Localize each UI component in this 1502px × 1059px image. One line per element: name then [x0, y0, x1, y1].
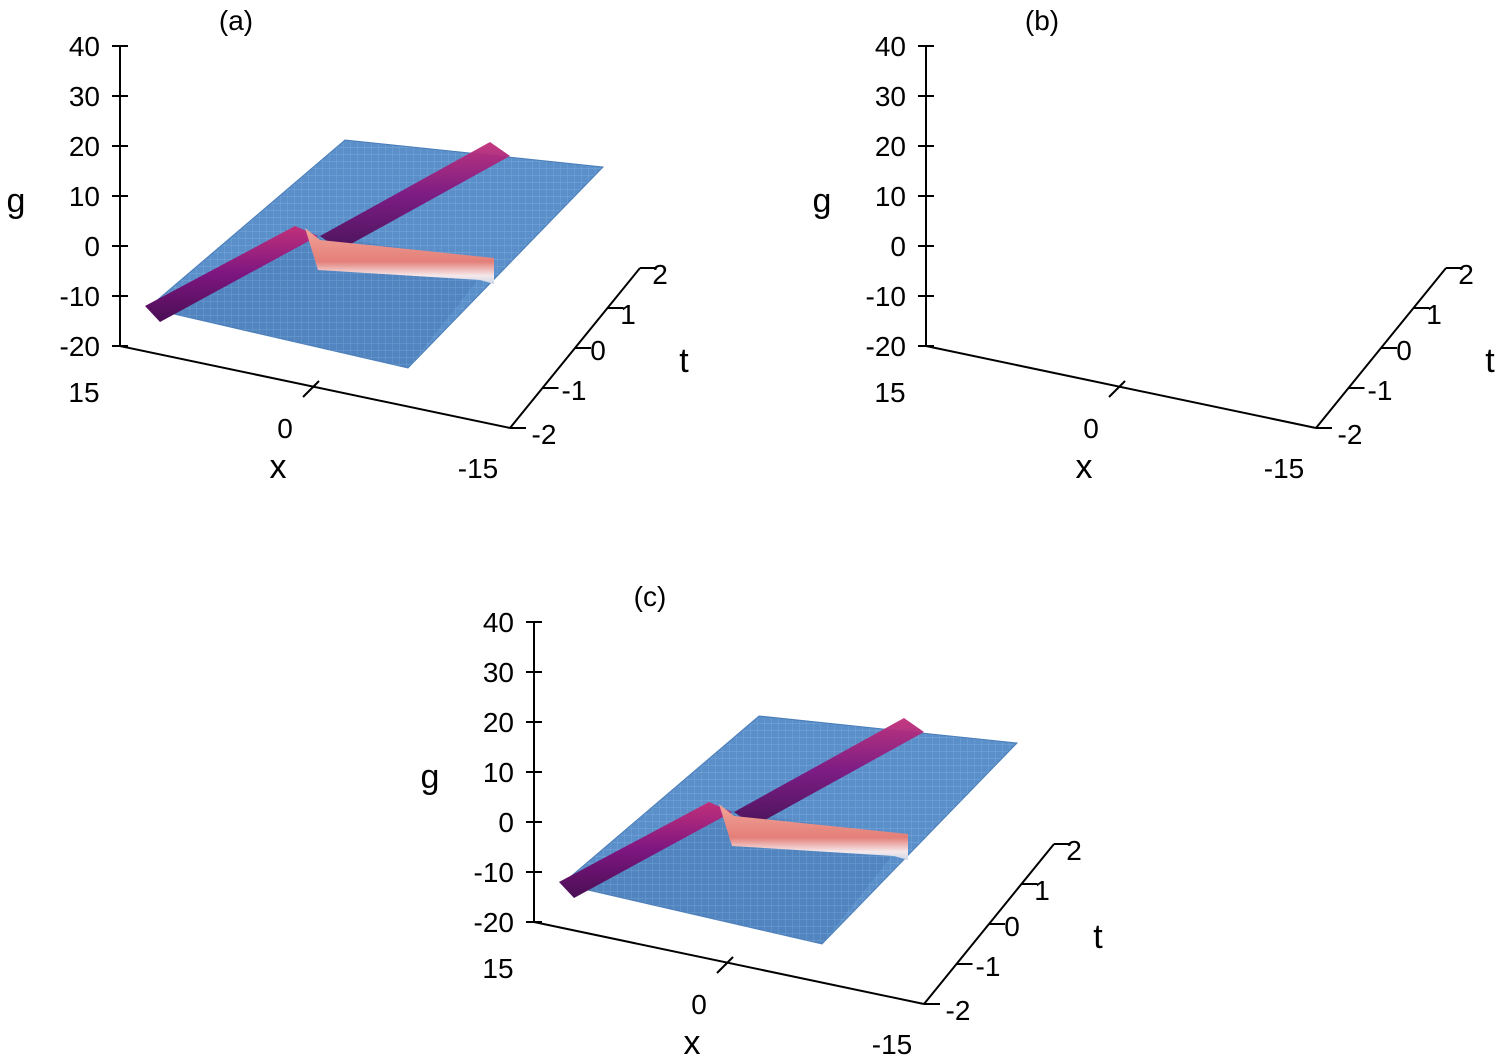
x-tick — [1108, 380, 1126, 398]
z-tick-label: -20 — [60, 331, 100, 362]
panel-label: (b) — [1025, 5, 1059, 36]
x-axis-title: x — [684, 1024, 701, 1059]
z-tick-label: 40 — [483, 607, 514, 638]
x-tick-label: -15 — [872, 1029, 912, 1059]
x-tick-label: -15 — [1264, 453, 1304, 484]
x-axis-title: x — [270, 448, 287, 486]
x-tick-label: 0 — [691, 989, 707, 1020]
x-axis — [925, 345, 1317, 429]
t-tick-label: 1 — [620, 299, 636, 330]
x-axis — [533, 921, 925, 1005]
z-tick-label: -10 — [866, 281, 906, 312]
z-tick-label: 30 — [483, 657, 514, 688]
t-tick-label: -1 — [562, 375, 587, 406]
t-tick-label: -2 — [532, 419, 557, 450]
t-tick-label: 0 — [1004, 911, 1020, 942]
z-tick-label: 40 — [69, 31, 100, 62]
z-tick-label: 20 — [483, 707, 514, 738]
soliton-left — [559, 802, 732, 898]
t-tick-label: -2 — [946, 995, 971, 1026]
soliton-right — [734, 718, 924, 826]
ridge-wall — [305, 228, 494, 284]
x-axis-title: x — [1076, 448, 1093, 486]
x-tick-label: 15 — [68, 377, 99, 408]
z-tick-label: -20 — [474, 907, 514, 938]
t-axis-title: t — [1485, 342, 1495, 380]
z-tick-label: 10 — [69, 181, 100, 212]
t-tick-label: 0 — [1396, 335, 1412, 366]
x-tick — [302, 380, 320, 398]
x-tick-label: -15 — [458, 453, 498, 484]
t-tick-label: 2 — [1458, 259, 1474, 290]
z-axis-title: g — [421, 758, 440, 796]
t-tick-label: 0 — [590, 335, 606, 366]
t-tick-label: 2 — [1066, 835, 1082, 866]
z-tick-label: 0 — [890, 231, 906, 262]
z-tick-label: 20 — [69, 131, 100, 162]
t-tick-label: 1 — [1426, 299, 1442, 330]
surface-plot — [559, 715, 1019, 945]
z-tick-label: 0 — [498, 807, 514, 838]
soliton-left — [145, 226, 318, 322]
panel-label: (a) — [219, 5, 253, 36]
soliton-right — [320, 142, 510, 250]
z-tick-label: 0 — [84, 231, 100, 262]
z-tick-label: 10 — [483, 757, 514, 788]
z-axis-title: g — [813, 182, 832, 220]
t-tick-label: -2 — [1338, 419, 1363, 450]
surface-plot — [145, 139, 605, 369]
z-tick-label: -10 — [474, 857, 514, 888]
z-tick-label: 30 — [875, 81, 906, 112]
z-tick-label: -10 — [60, 281, 100, 312]
t-tick-label: 2 — [652, 259, 668, 290]
z-axis-title: g — [7, 182, 26, 220]
x-axis — [119, 345, 511, 429]
t-tick-label: -1 — [1368, 375, 1393, 406]
ridge-wall — [719, 804, 908, 860]
z-tick-label: 10 — [875, 181, 906, 212]
t-axis-title: t — [679, 342, 689, 380]
t-tick-label: -1 — [976, 951, 1001, 982]
t-tick-label: 1 — [1034, 875, 1050, 906]
z-tick-label: 40 — [875, 31, 906, 62]
x-tick-label: 0 — [277, 413, 293, 444]
t-axis-title: t — [1093, 918, 1103, 956]
z-tick-label: 30 — [69, 81, 100, 112]
x-tick-label: 15 — [874, 377, 905, 408]
panel-label: (c) — [634, 581, 667, 612]
x-tick-label: 15 — [482, 953, 513, 984]
x-tick — [716, 956, 734, 974]
z-tick-label: 20 — [875, 131, 906, 162]
x-tick-label: 0 — [1083, 413, 1099, 444]
z-tick-label: -20 — [866, 331, 906, 362]
